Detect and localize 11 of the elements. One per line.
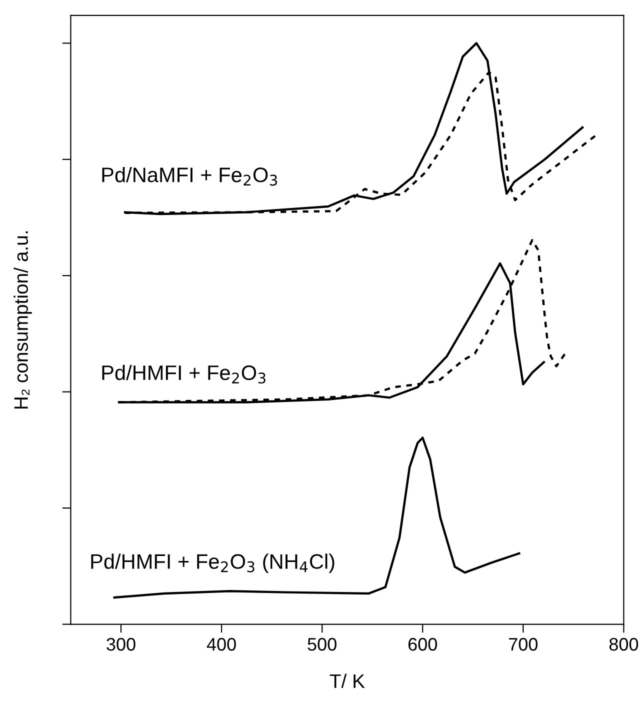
x-tick-label: 600 [408, 638, 437, 651]
x-tick-label: 500 [308, 638, 336, 651]
x-tick-label: 800 [609, 638, 638, 651]
y-axis-title: H₂ consumption/ a.u. [14, 231, 32, 409]
x-tick-label: 700 [509, 638, 538, 651]
x-tick-label: 400 [206, 638, 236, 651]
annotation: Pd/NaMFI + Fe$_{2}$O$_{3}$ [102, 166, 277, 186]
annotation: Pd/HMFI + Fe$_{2}$O$_{3}$ [102, 364, 266, 384]
annotation: Pd/HMFI + Fe$_{2}$O$_{3}$ (NH$_{4}$Cl) [91, 554, 334, 574]
x-axis-title: T/ K [330, 674, 365, 688]
x-tick-label: 300 [106, 638, 136, 651]
